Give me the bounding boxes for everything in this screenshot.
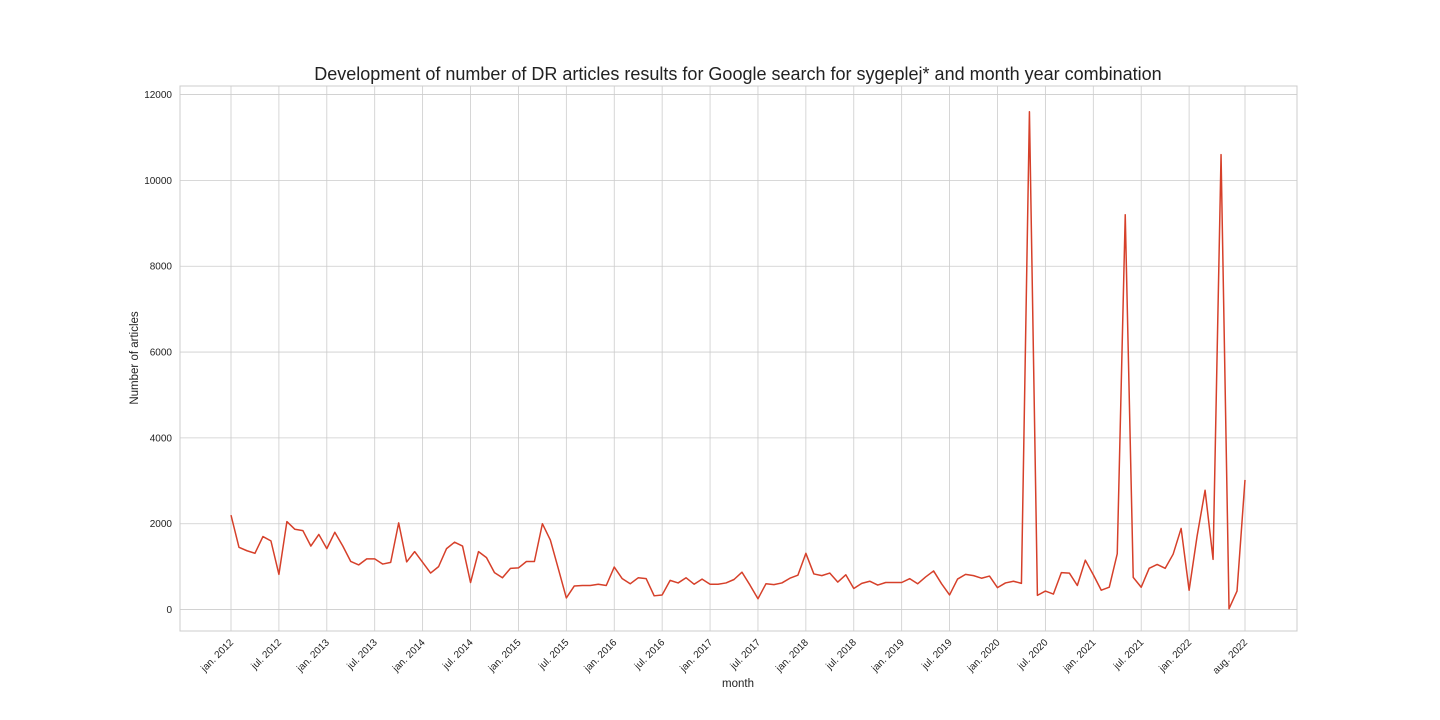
x-tick-label: jan. 2014 <box>390 637 428 675</box>
x-tick-label: jan. 2019 <box>869 637 907 675</box>
x-tick-label: jul. 2015 <box>536 637 572 673</box>
x-tick-label: jan. 2017 <box>678 637 716 675</box>
x-tick-label: jul. 2020 <box>1015 637 1051 673</box>
chart-title: Development of number of DR articles res… <box>314 64 1161 84</box>
x-tick-label: jul. 2012 <box>249 637 285 673</box>
x-tick-label: jan. 2022 <box>1157 637 1195 675</box>
x-axis-label: month <box>722 678 754 690</box>
y-tick-label: 10000 <box>144 176 172 187</box>
y-tick-label: 2000 <box>150 519 173 530</box>
y-tick-labels: 0 2000 4000 6000 8000 10000 12000 <box>144 90 172 616</box>
series-line <box>230 111 1246 610</box>
x-tick-label: jul. 2017 <box>728 637 764 673</box>
y-tick-label: 8000 <box>150 262 173 273</box>
x-tick-label: jul. 2013 <box>345 637 381 673</box>
x-tick-label: jan. 2013 <box>294 637 332 675</box>
x-tick-label: jul. 2019 <box>919 637 955 673</box>
x-tick-label: jan. 2018 <box>773 637 811 675</box>
y-tick-label: 4000 <box>150 433 173 444</box>
x-tick-label: jan. 2015 <box>486 637 524 675</box>
x-tick-label: jan. 2016 <box>582 637 620 675</box>
plot-area <box>179 85 1298 632</box>
x-tick-label: jan. 2020 <box>965 637 1003 675</box>
x-tick-label: jan. 2012 <box>199 637 237 675</box>
x-tick-label: jul. 2021 <box>1111 637 1147 673</box>
y-tick-label: 12000 <box>144 90 172 101</box>
x-tick-label: jan. 2021 <box>1061 637 1099 675</box>
x-tick-label: aug. 2022 <box>1211 637 1251 677</box>
y-axis-label: Number of articles <box>129 311 141 405</box>
x-tick-labels: jan. 2012 jul. 2012 jan. 2013 jul. 2013 jan.… <box>199 637 1251 677</box>
y-gridlines <box>180 94 1297 610</box>
x-tick-label: jul. 2016 <box>632 637 668 673</box>
x-gridlines <box>230 86 1246 631</box>
y-tick-label: 6000 <box>150 348 173 359</box>
x-tick-label: jul. 2018 <box>824 637 860 673</box>
y-tick-label: 0 <box>166 605 172 616</box>
x-tick-label: jul. 2014 <box>440 637 476 673</box>
